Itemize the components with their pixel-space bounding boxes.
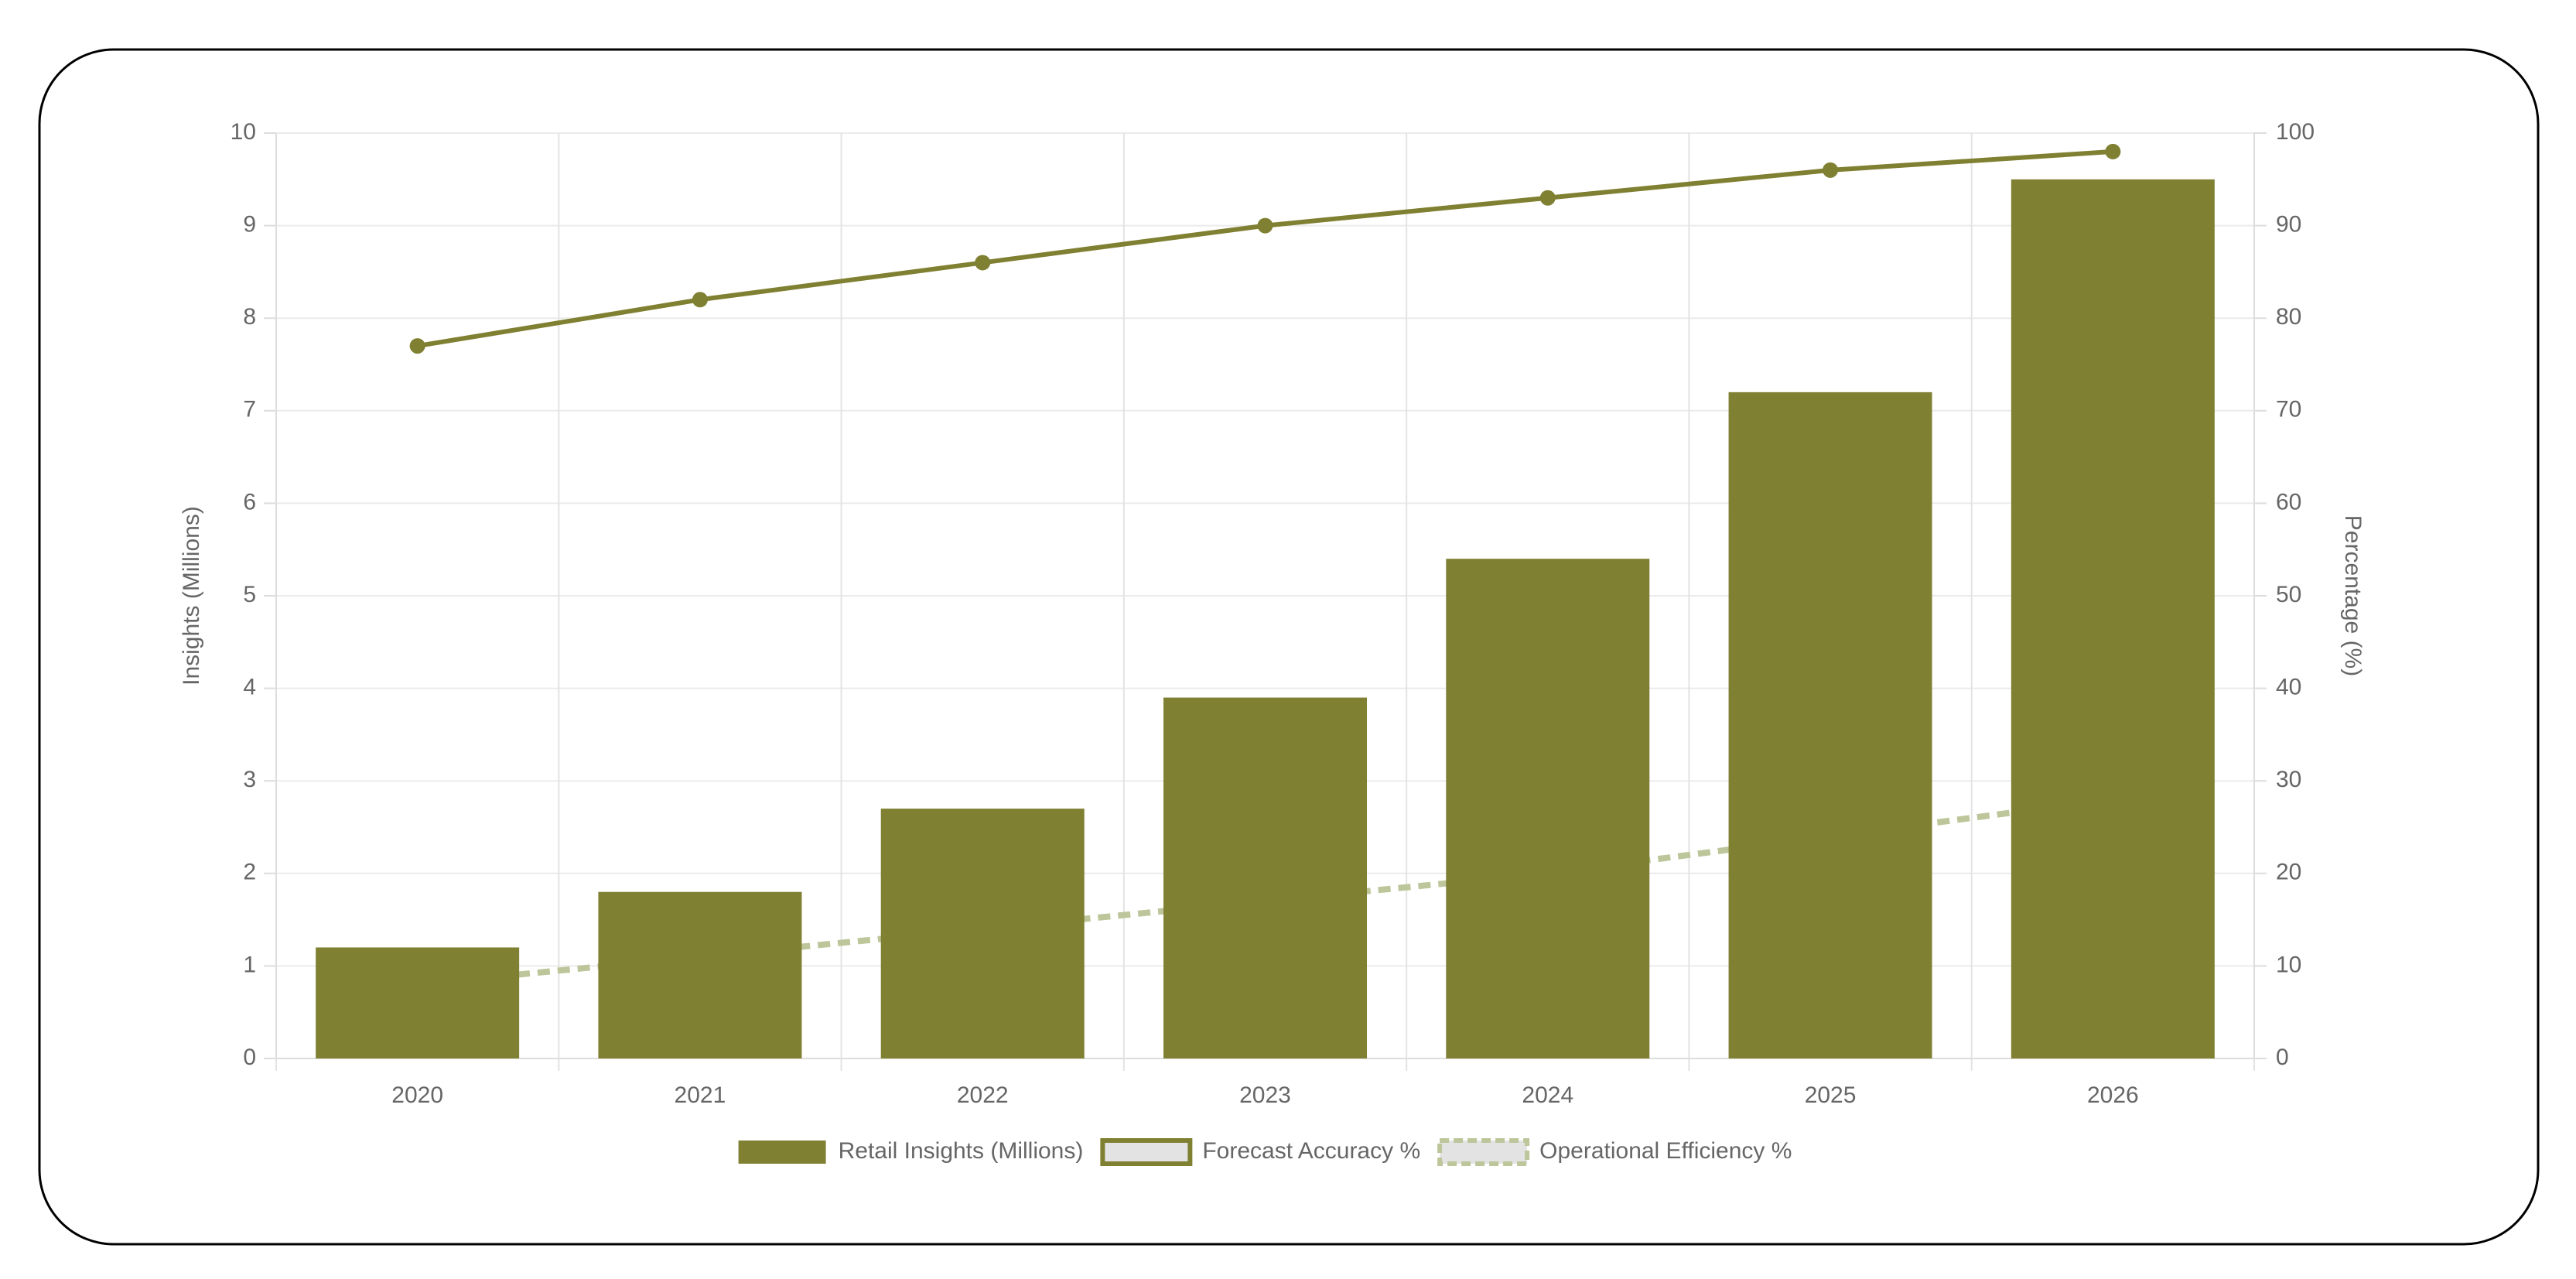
bar — [1163, 697, 1368, 1058]
y-tick-label: 7 — [243, 397, 256, 422]
bar — [2011, 179, 2215, 1058]
y-tick-label: 0 — [243, 1045, 256, 1070]
y2-tick-label: 90 — [2276, 212, 2301, 238]
y-axis-title: Insights (Millions) — [179, 506, 204, 686]
x-tick-label: 2026 — [2087, 1082, 2139, 1108]
y2-tick-label: 10 — [2276, 952, 2301, 977]
y2-tick-label: 80 — [2276, 304, 2301, 330]
y-tick-label: 6 — [243, 489, 256, 515]
y-tick-label: 4 — [243, 675, 256, 700]
y2-tick-label: 30 — [2276, 767, 2301, 792]
point — [2105, 143, 2121, 159]
y2-tick-label: 0 — [2276, 1045, 2289, 1070]
point — [1823, 162, 1839, 178]
x-tick-label: 2021 — [675, 1082, 726, 1108]
point — [1539, 190, 1556, 206]
legend-label: Forecast Accuracy % — [1202, 1138, 1420, 1164]
legend-swatch — [738, 1140, 826, 1164]
y2-tick-label: 60 — [2276, 489, 2301, 515]
y-tick-label: 1 — [243, 952, 256, 977]
y-tick-label: 8 — [243, 304, 256, 330]
legend: Retail Insights (Millions) Forecast Accur… — [738, 1138, 1792, 1166]
legend-item: Forecast Accuracy % — [1100, 1138, 1420, 1166]
x-tick-label: 2024 — [1522, 1082, 1573, 1108]
y-tick-label: 2 — [243, 860, 256, 885]
bar — [1446, 559, 1650, 1058]
legend-label: Retail Insights (Millions) — [839, 1138, 1084, 1164]
point — [692, 292, 708, 308]
x-tick-label: 2025 — [1805, 1082, 1857, 1108]
x-tick-label: 2020 — [391, 1082, 443, 1108]
legend-swatch — [1437, 1138, 1530, 1166]
y2-tick-label: 50 — [2276, 582, 2301, 607]
bar — [316, 947, 520, 1058]
bar — [880, 809, 1085, 1058]
point — [1257, 217, 1273, 234]
y2-tick-label: 40 — [2276, 675, 2301, 700]
point — [975, 255, 991, 271]
legend-item: Operational Efficiency % — [1437, 1138, 1792, 1166]
y2-tick-label: 20 — [2276, 860, 2301, 885]
y-tick-label: 10 — [231, 119, 256, 145]
y2-tick-label: 100 — [2276, 119, 2315, 145]
y-tick-label: 9 — [243, 212, 256, 238]
y2-axis-title: Percentage (%) — [2340, 515, 2366, 676]
x-tick-label: 2023 — [1239, 1082, 1291, 1108]
x-tick-label: 2022 — [957, 1082, 1009, 1108]
y-tick-label: 5 — [243, 582, 256, 607]
y-tick-label: 3 — [243, 767, 256, 792]
point — [409, 338, 425, 354]
legend-label: Operational Efficiency % — [1539, 1138, 1792, 1164]
bar — [598, 891, 802, 1058]
legend-item: Retail Insights (Millions) — [738, 1138, 1084, 1164]
legend-swatch — [1100, 1138, 1193, 1166]
bar — [1728, 392, 1932, 1058]
y2-tick-label: 70 — [2276, 397, 2301, 422]
